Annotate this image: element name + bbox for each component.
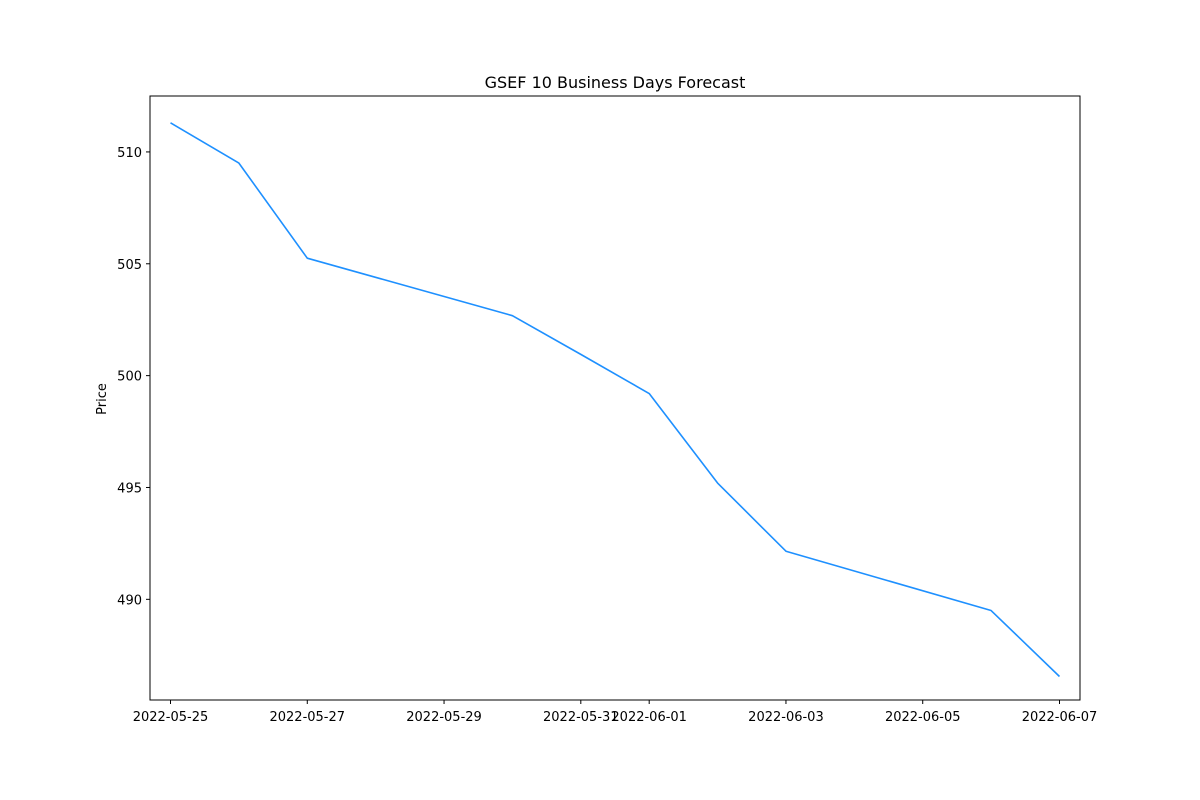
x-axis: 2022-05-25 2022-05-27 2022-05-29 2022-05-31… [133, 700, 1098, 725]
y-tick-label: 500 [117, 370, 142, 385]
plot-frame [149, 95, 1081, 701]
chart-title: GSEF 10 Business Days Forecast [485, 73, 746, 92]
y-tick-label: 490 [117, 593, 142, 608]
plot-area [170, 122, 1061, 678]
y-tick-label: 505 [117, 258, 142, 273]
y-tick-label: 510 [117, 146, 142, 161]
x-tick-label: 2022-06-01 [611, 710, 687, 725]
x-tick-label: 2022-05-27 [269, 710, 345, 725]
x-tick-label: 2022-05-25 [133, 710, 209, 725]
x-tick-label: 2022-05-29 [406, 710, 482, 725]
x-tick-label: 2022-06-07 [1022, 710, 1098, 725]
y-axis-label: Price [95, 383, 110, 415]
x-tick-label: 2022-05-31 [543, 710, 619, 725]
series-line-0 [170, 122, 1061, 678]
x-tick-label: 2022-06-05 [885, 710, 961, 725]
y-axis: 490 495 500 505 510 [117, 146, 150, 608]
x-tick-label: 2022-06-03 [748, 710, 824, 725]
y-tick-label: 495 [117, 481, 142, 496]
